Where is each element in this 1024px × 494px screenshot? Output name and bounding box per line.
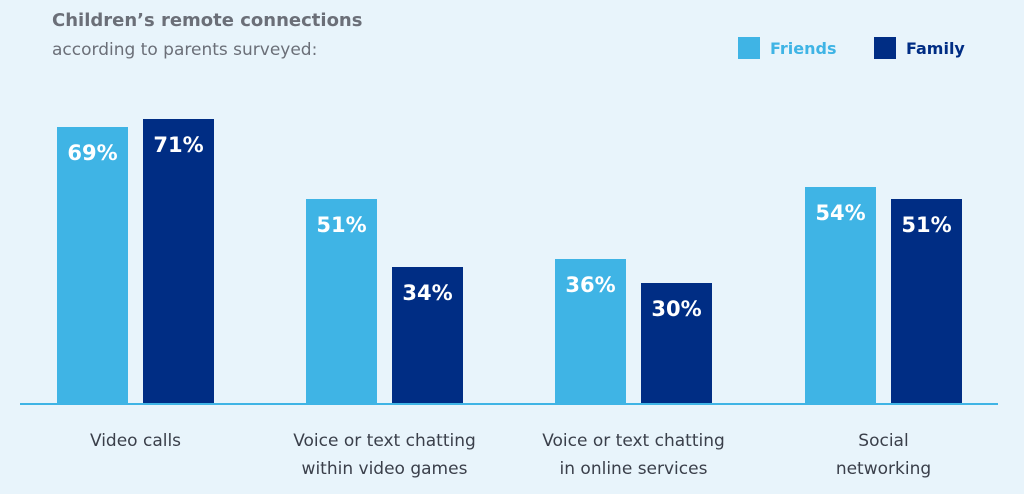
- legend-swatch-family: [874, 37, 896, 59]
- bar-family-2: [641, 283, 712, 403]
- category-label-3-line-1: networking: [836, 459, 931, 479]
- bar-friends-1: [306, 199, 377, 403]
- category-label-2-line-1: in online services: [560, 459, 708, 479]
- data-label-family-0: 71%: [153, 133, 203, 157]
- data-label-family-2: 30%: [651, 297, 701, 321]
- data-label-friends-0: 69%: [67, 141, 117, 165]
- chart-subtitle: according to parents surveyed:: [52, 40, 318, 60]
- category-label-0-line-0: Video calls: [90, 431, 181, 451]
- bar-family-1: [392, 267, 463, 403]
- bar-family-0: [143, 119, 214, 403]
- data-label-family-3: 51%: [901, 213, 951, 237]
- legend-label-family: Family: [906, 38, 965, 58]
- bar-family-3: [891, 199, 962, 403]
- data-label-friends-1: 51%: [316, 213, 366, 237]
- category-label-2-line-0: Voice or text chatting: [542, 431, 725, 451]
- data-label-family-1: 34%: [402, 281, 452, 305]
- category-label-1-line-1: within video games: [302, 459, 468, 479]
- legend-label-friends: Friends: [770, 38, 837, 58]
- bar-friends-2: [555, 259, 626, 403]
- category-label-3-line-0: Social: [858, 431, 908, 451]
- category-label-1-line-0: Voice or text chatting: [293, 431, 476, 451]
- bar-friends-3: [805, 187, 876, 403]
- legend-item-friends: Friends: [738, 36, 837, 60]
- bar-friends-0: [57, 127, 128, 403]
- legend-swatch-friends: [738, 37, 760, 59]
- legend-item-family: Family: [874, 36, 965, 60]
- chart-title: Children’s remote connections: [52, 10, 363, 31]
- data-label-friends-2: 36%: [565, 273, 615, 297]
- data-label-friends-3: 54%: [815, 201, 865, 225]
